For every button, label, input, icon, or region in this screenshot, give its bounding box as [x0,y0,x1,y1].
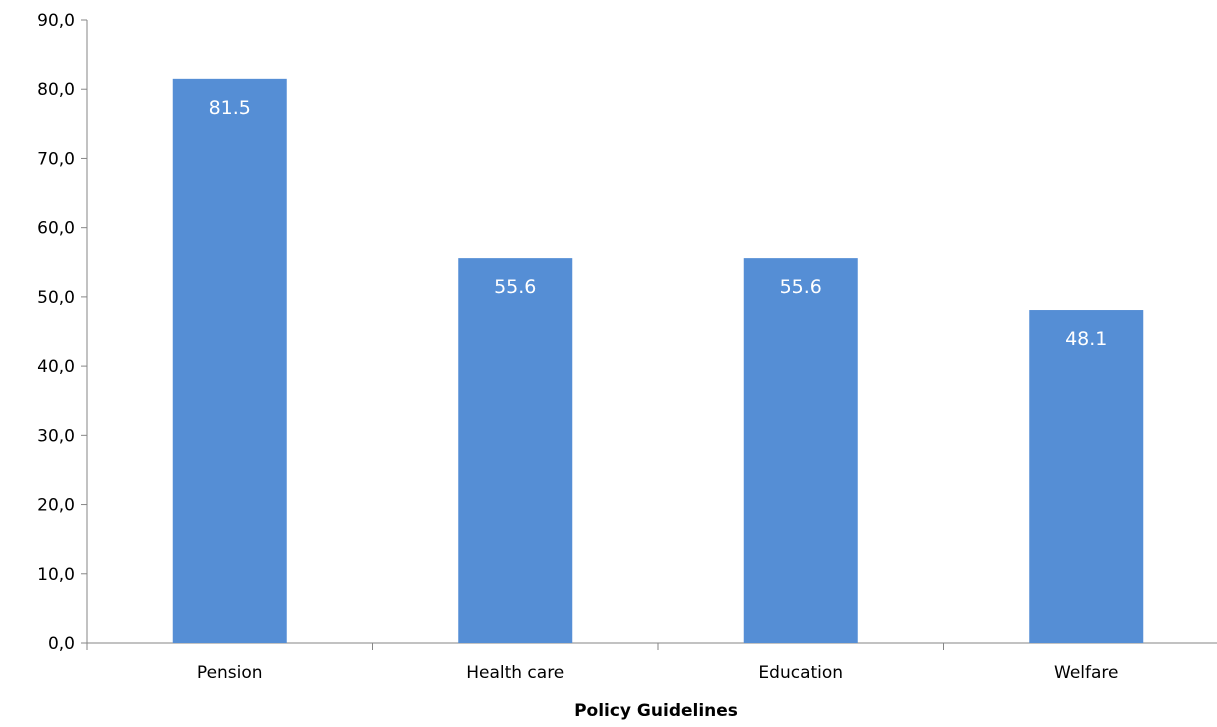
y-tick-label: 60,0 [37,219,75,239]
x-tick-label: Education [758,663,843,683]
bar [1029,310,1144,643]
x-tick-label: Pension [197,663,263,683]
y-tick-label: 50,0 [37,288,75,308]
data-label: 55.6 [780,276,822,298]
bar [458,258,573,643]
y-tick-label: 10,0 [37,565,75,585]
y-axis: 0,0 10,0 20,0 30,0 40,0 50,0 60,0 70,0 80,0 90,0 [37,11,88,654]
x-tick-label: Welfare [1054,663,1118,683]
bars [172,78,1144,644]
data-label: 48.1 [1065,328,1107,350]
data-label: 55.6 [494,276,536,298]
x-tick-label: Health care [466,663,564,683]
y-tick-label: 20,0 [37,496,75,516]
x-axis-title: Policy Guidelines [574,701,738,721]
y-tick-label: 80,0 [37,80,75,100]
x-axis: Pension Health care Education Welfare [86,642,1217,683]
data-labels: 81.5 55.6 55.6 48.1 [209,97,1108,350]
y-tick-label: 70,0 [37,149,75,169]
y-tick-label: 40,0 [37,357,75,377]
y-tick-label: 30,0 [37,426,75,446]
bar [172,78,287,644]
bar [743,258,858,643]
data-label: 81.5 [209,97,251,119]
y-tick-label: 90,0 [37,11,75,31]
y-tick-label: 0,0 [48,634,75,654]
